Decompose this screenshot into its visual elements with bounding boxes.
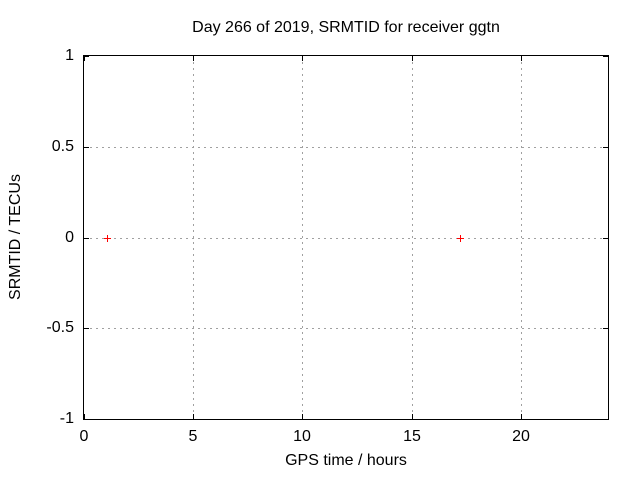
x-gridline (193, 56, 194, 419)
x-tick-label: 0 (79, 428, 89, 445)
x-gridline (521, 56, 522, 419)
y-tick-label: -0.5 (46, 319, 74, 336)
x-tick-top (302, 56, 303, 61)
x-tick-label: 5 (188, 428, 198, 445)
x-tick-bottom (412, 414, 413, 419)
y-tick-label: 0.5 (51, 138, 74, 155)
y-tick-left (84, 56, 89, 57)
data-point-marker (104, 235, 111, 242)
x-tick-bottom (193, 414, 194, 419)
x-tick-label: 10 (293, 428, 311, 445)
x-tick-bottom (521, 414, 522, 419)
x-tick-top (84, 56, 85, 61)
x-tick-top (412, 56, 413, 61)
y-tick-left (84, 238, 89, 239)
y-tick-label: -1 (59, 410, 74, 427)
y-tick-right (603, 56, 608, 57)
chart-title: Day 266 of 2019, SRMTID for receiver ggt… (192, 19, 500, 36)
data-point-marker (457, 235, 464, 242)
y-gridline (84, 328, 608, 329)
x-tick-top (193, 56, 194, 61)
y-tick-right (603, 238, 608, 239)
x-gridline (302, 56, 303, 419)
y-tick-left (84, 328, 89, 329)
y-tick-left (84, 147, 89, 148)
y-tick-label: 0 (65, 229, 74, 246)
x-tick-bottom (302, 414, 303, 419)
y-tick-right (603, 147, 608, 148)
y-gridline (84, 238, 608, 239)
y-gridline (84, 147, 608, 148)
x-tick-bottom (84, 414, 85, 419)
y-tick-label: 1 (65, 47, 74, 64)
y-tick-right (603, 328, 608, 329)
y-tick-right (603, 419, 608, 420)
x-gridline (412, 56, 413, 419)
x-tick-top (521, 56, 522, 61)
x-tick-label: 20 (512, 428, 530, 445)
x-axis-label: GPS time / hours (285, 452, 407, 469)
y-tick-left (84, 419, 89, 420)
x-tick-label: 15 (403, 428, 421, 445)
